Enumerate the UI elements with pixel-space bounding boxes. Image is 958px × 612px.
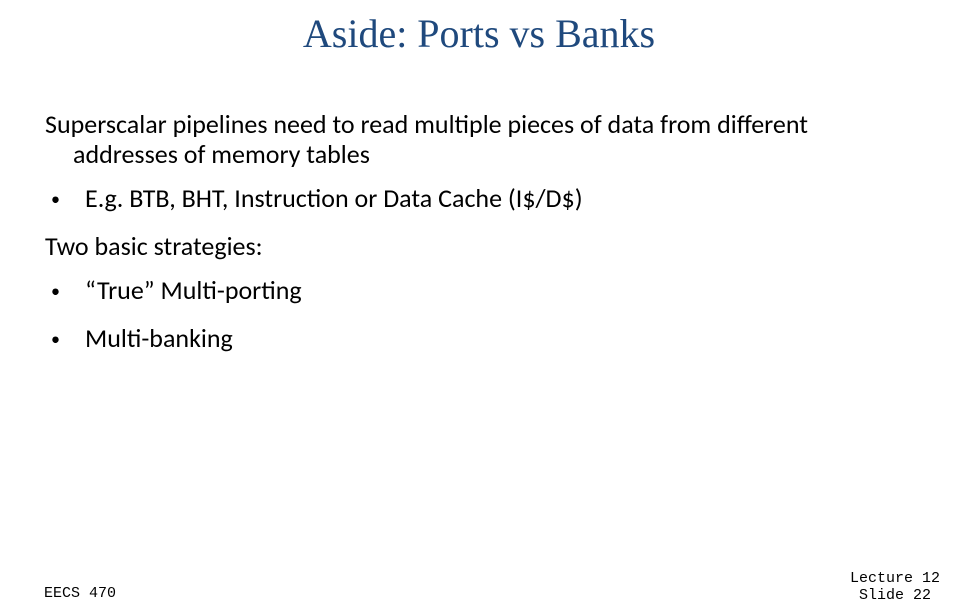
- slide-body: Superscalar pipelines need to read multi…: [45, 110, 913, 372]
- footer-slide-info: Lecture 12 Slide 22: [850, 570, 940, 605]
- footer-course-code: EECS 470: [44, 585, 116, 602]
- bullet-dot-icon: •: [51, 324, 85, 354]
- bullet-item: • E.g. BTB, BHT, Instruction or Data Cac…: [45, 184, 913, 214]
- footer-slide-number: Slide 22: [850, 587, 940, 604]
- bullet-item: • “True” Multi-porting: [45, 276, 913, 306]
- slide: Aside: Ports vs Banks Superscalar pipeli…: [0, 0, 958, 612]
- paragraph-strategies: Two basic strategies:: [45, 232, 913, 262]
- bullet-dot-icon: •: [51, 184, 85, 214]
- bullet-dot-icon: •: [51, 276, 85, 306]
- bullet-text: “True” Multi-porting: [85, 276, 913, 306]
- slide-title: Aside: Ports vs Banks: [0, 10, 958, 57]
- bullet-item: • Multi-banking: [45, 324, 913, 354]
- bullet-text: E.g. BTB, BHT, Instruction or Data Cache…: [85, 184, 913, 214]
- footer-lecture-number: Lecture 12: [850, 570, 940, 587]
- bullet-text: Multi-banking: [85, 324, 913, 354]
- paragraph-intro: Superscalar pipelines need to read multi…: [45, 110, 913, 170]
